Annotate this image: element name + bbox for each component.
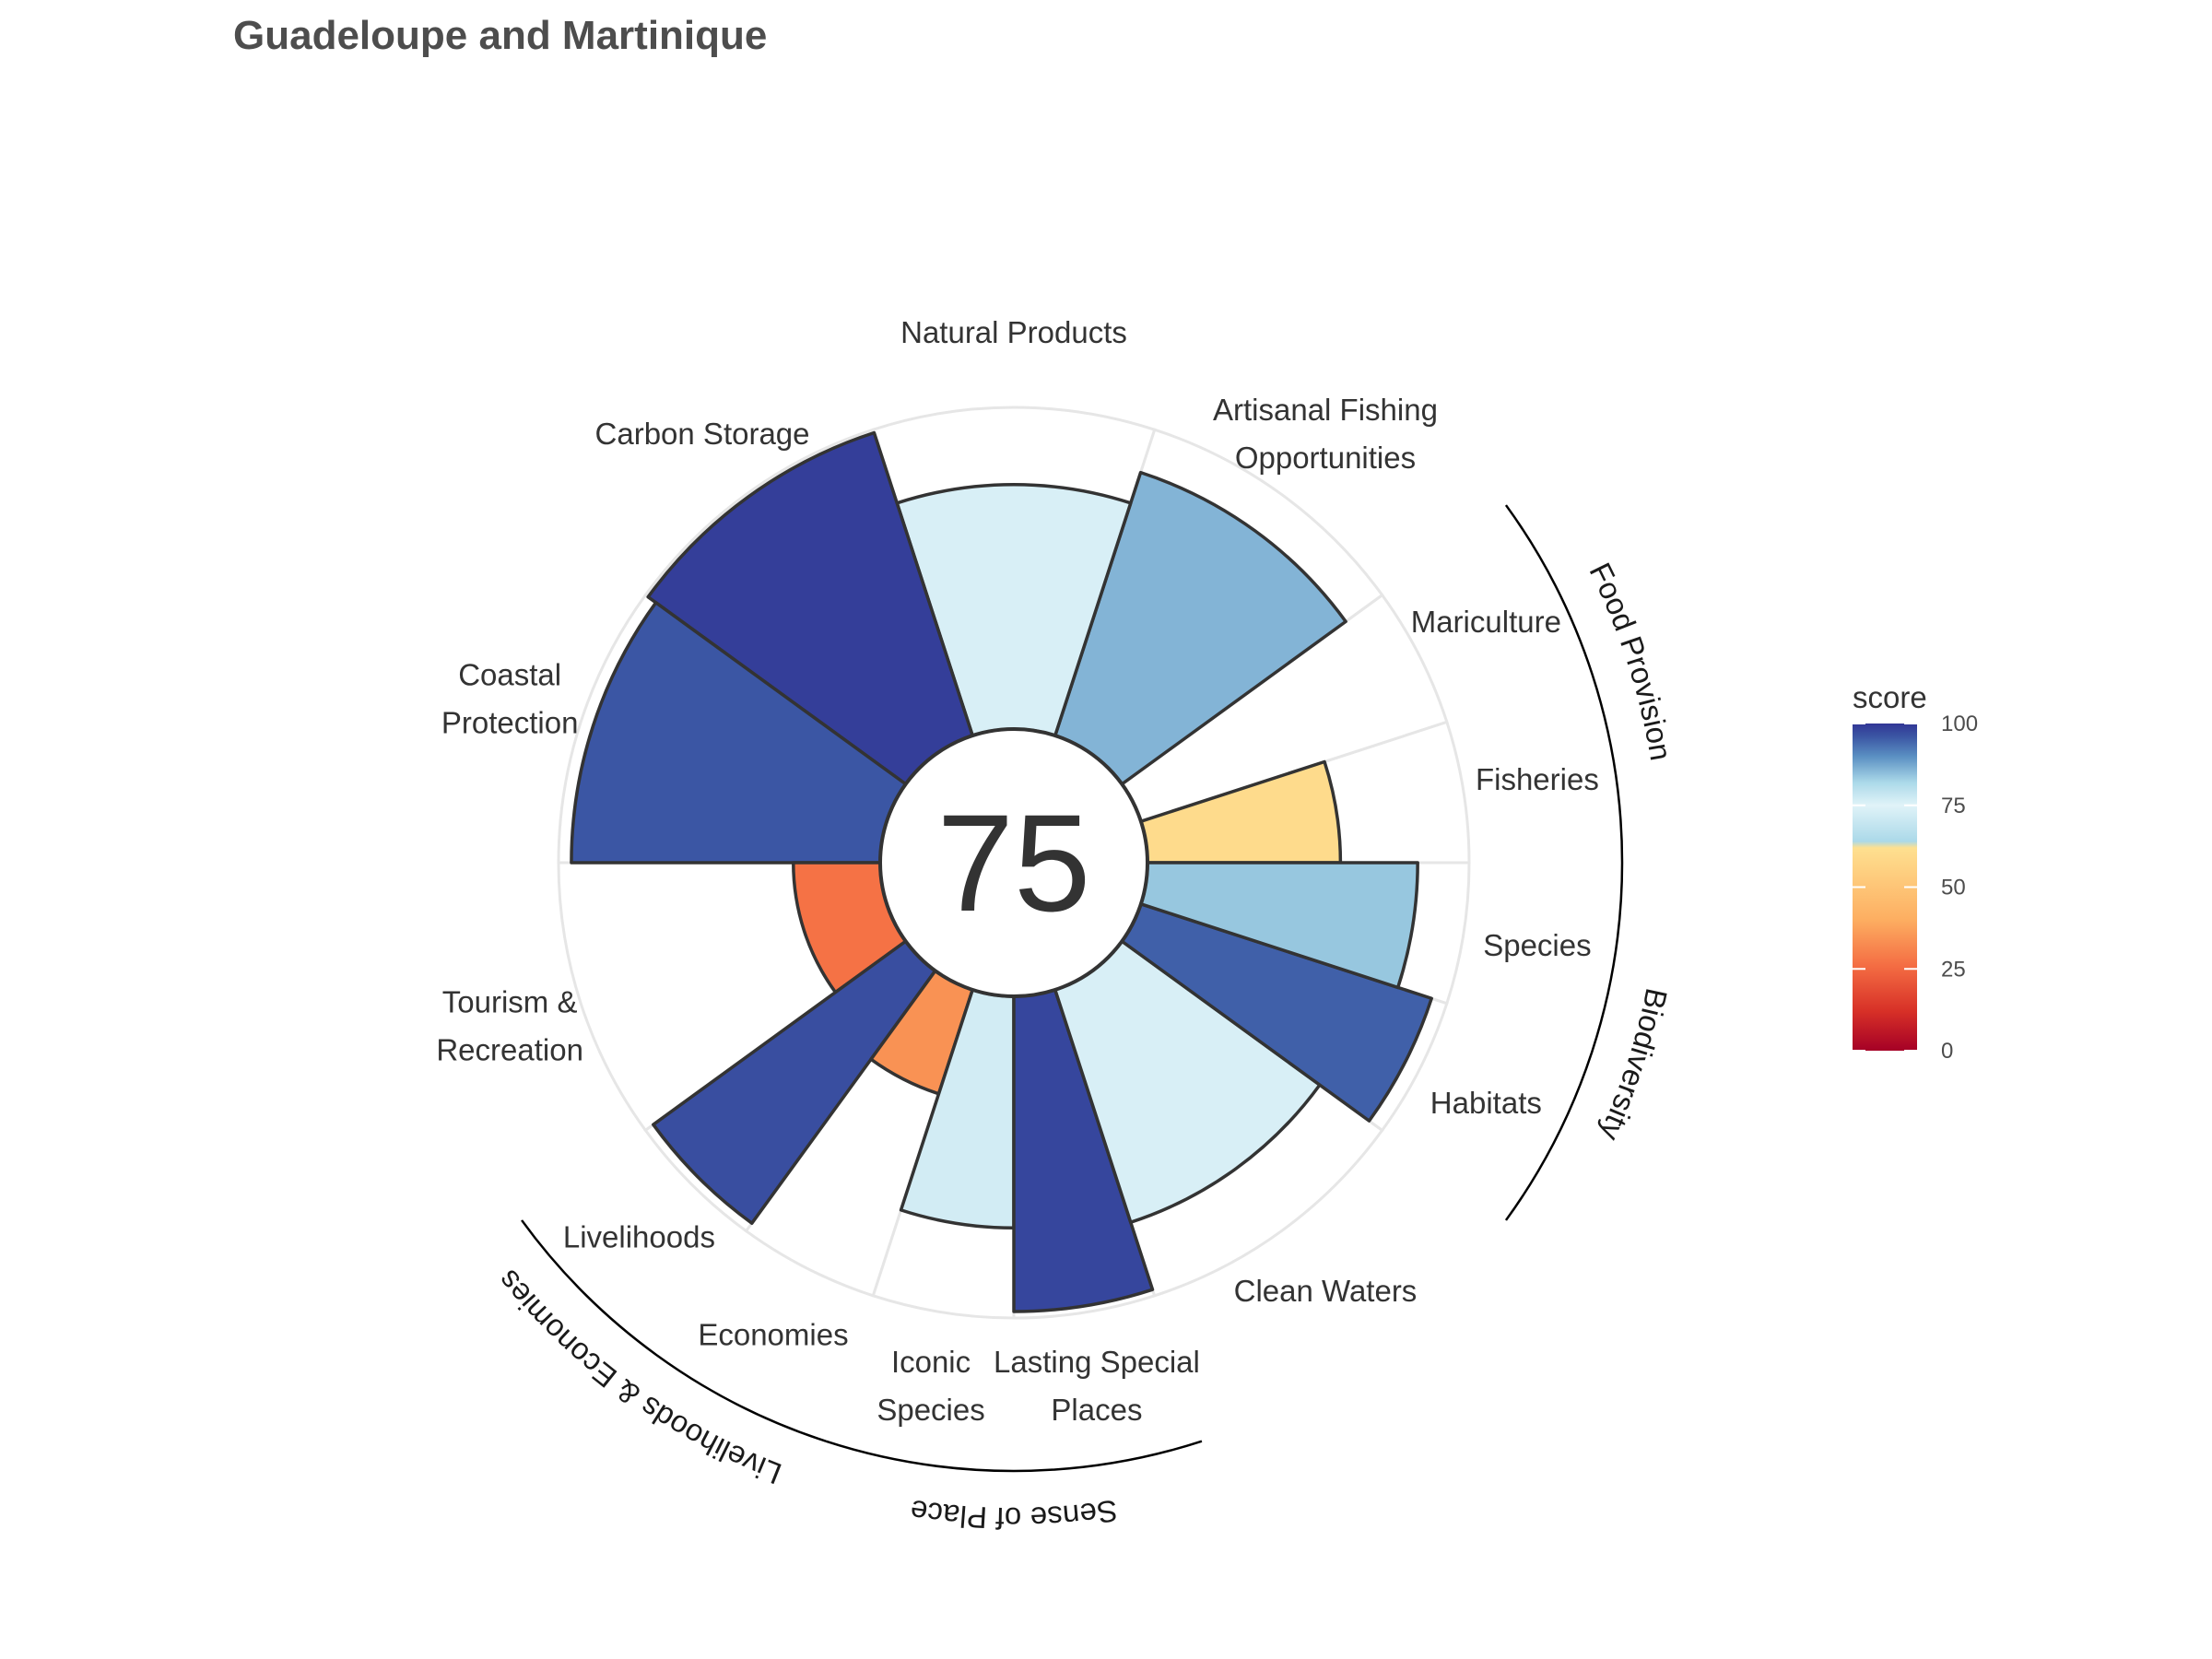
petal-label: Fisheries bbox=[1476, 762, 1599, 796]
chart-title: Guadeloupe and Martinique bbox=[233, 13, 768, 58]
petal-label: Coastal Protection bbox=[441, 657, 579, 739]
petal-label: Tourism & Recreation bbox=[436, 985, 583, 1067]
petal-label: Natural Products bbox=[900, 315, 1127, 349]
petal-label: Economies bbox=[698, 1317, 848, 1351]
petal-label: Carbon Storage bbox=[595, 417, 810, 451]
group-arc bbox=[825, 1440, 1203, 1473]
petal-label: Habitats bbox=[1430, 1086, 1542, 1120]
petal-label: Livelihoods bbox=[563, 1220, 715, 1254]
group-label: Livelihoods & Economies bbox=[490, 1264, 786, 1491]
legend-tick-label: 25 bbox=[1941, 957, 1966, 982]
legend-title: score bbox=[1853, 680, 1927, 714]
legend-tick-label: 100 bbox=[1941, 712, 1978, 736]
center-circle bbox=[878, 727, 1149, 998]
petal-label: Artisanal Fishing Opportunities bbox=[1213, 393, 1438, 475]
petal-label: Lasting Special Places bbox=[994, 1345, 1200, 1427]
group-arc bbox=[521, 1219, 827, 1442]
petal-label: Iconic Species bbox=[877, 1345, 984, 1427]
petal-label: Mariculture bbox=[1411, 605, 1561, 639]
legend-tick-label: 75 bbox=[1941, 794, 1966, 818]
group-arc bbox=[1504, 862, 1624, 1221]
petal-label: Clean Waters bbox=[1234, 1274, 1418, 1308]
center-score: 75 bbox=[937, 785, 1091, 940]
group-label: Sense of Place bbox=[908, 1493, 1120, 1535]
legend-tick-label: 0 bbox=[1941, 1039, 1953, 1064]
legend-tick-label: 50 bbox=[1941, 876, 1966, 900]
group-label: Food Provision bbox=[1583, 558, 1678, 763]
group-arc bbox=[1504, 504, 1624, 864]
petal-label: Species bbox=[1483, 928, 1591, 962]
